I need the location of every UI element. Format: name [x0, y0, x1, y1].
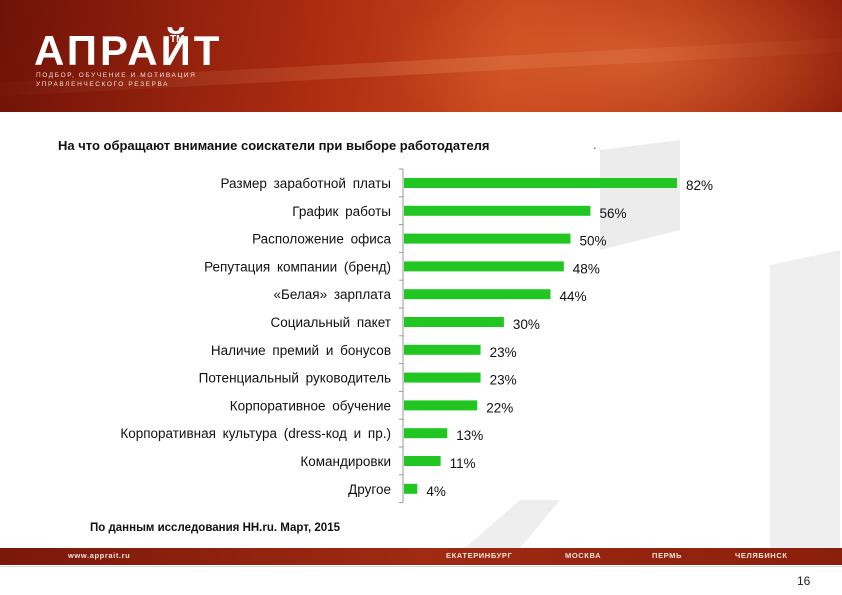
- category-label: График работы: [292, 204, 391, 219]
- value-label: 4%: [426, 484, 446, 499]
- bar: [404, 456, 441, 466]
- header-banner: АПРАЙТ TM ПОДБОР, ОБУЧЕНИЕ И МОТИВАЦИЯ У…: [0, 0, 842, 112]
- footer-bar: www.apprait.ru ЕКАТЕРИНБУРГ МОСКВА ПЕРМЬ…: [0, 548, 842, 565]
- footer-city-moscow: МОСКВА: [565, 551, 602, 560]
- banner-glow: [380, 0, 842, 112]
- value-label: 13%: [456, 428, 483, 443]
- page-number: 16: [797, 574, 811, 588]
- bar: [404, 400, 478, 411]
- bar: [404, 372, 481, 383]
- category-labels: Размер заработной платы График работы Расп…: [120, 176, 391, 497]
- category-label: Потенциальный руководитель: [199, 371, 391, 386]
- tagline-line-1: ПОДБОР, ОБУЧЕНИЕ И МОТИВАЦИЯ: [36, 72, 197, 79]
- value-label: 11%: [450, 456, 476, 471]
- category-label: Социальный пакет: [270, 315, 391, 330]
- bar: [404, 344, 481, 355]
- trademark-mark: TM: [170, 34, 185, 45]
- bar: [404, 289, 551, 300]
- value-label: 56%: [599, 206, 626, 221]
- category-label: Другое: [348, 482, 391, 497]
- value-label: 48%: [573, 261, 600, 276]
- category-label: Командировки: [300, 454, 391, 469]
- category-label: «Белая» зарплата: [273, 287, 391, 302]
- category-label: Наличие премий и бонусов: [211, 343, 391, 358]
- y-axis-ticks: [399, 168, 403, 504]
- bar-series: [404, 178, 677, 494]
- tagline-line-2: УПРАВЛЕНЧЕСКОГО РЕЗЕРВА: [36, 81, 170, 88]
- value-labels: 82% 56% 50% 48% 44% 30% 23% 23% 22%13% 11% 4%: [426, 178, 713, 499]
- bar: [404, 428, 448, 439]
- footer-city-chelyabinsk: ЧЕЛЯБИНСК: [735, 551, 788, 560]
- value-label: 23%: [490, 373, 517, 388]
- value-label: 44%: [559, 289, 586, 304]
- category-label: Репутация компании (бренд): [204, 259, 391, 274]
- value-label: 22%: [486, 400, 513, 415]
- bar: [404, 205, 591, 216]
- bar: [404, 317, 504, 327]
- bar: [404, 483, 418, 494]
- footer-city-ekaterinburg: ЕКАТЕРИНБУРГ: [446, 551, 513, 560]
- bar: [404, 178, 677, 188]
- category-label: Корпоративная культура (dress-код и пр.): [120, 426, 391, 441]
- category-label: Расположение офиса: [252, 232, 391, 247]
- chart-title: На что обращают внимание соискатели при …: [58, 138, 490, 153]
- value-label: 82%: [686, 178, 713, 193]
- value-label: 50%: [579, 234, 606, 249]
- bar: [404, 261, 564, 272]
- value-label: 30%: [513, 317, 540, 332]
- footer-city-perm: ПЕРМЬ: [652, 551, 682, 560]
- company-logo: АПРАЙТ: [34, 27, 223, 74]
- footer-website-link[interactable]: www.apprait.ru: [68, 551, 131, 560]
- category-label: Корпоративное обучение: [230, 398, 391, 413]
- source-note: По данным исследования HH.ru. Март, 2015: [90, 522, 340, 534]
- category-label: Размер заработной платы: [220, 176, 391, 191]
- chart-title-suffix: .: [593, 137, 597, 152]
- value-label: 23%: [490, 345, 517, 360]
- footer-divider: [0, 566, 842, 567]
- bar: [404, 233, 571, 244]
